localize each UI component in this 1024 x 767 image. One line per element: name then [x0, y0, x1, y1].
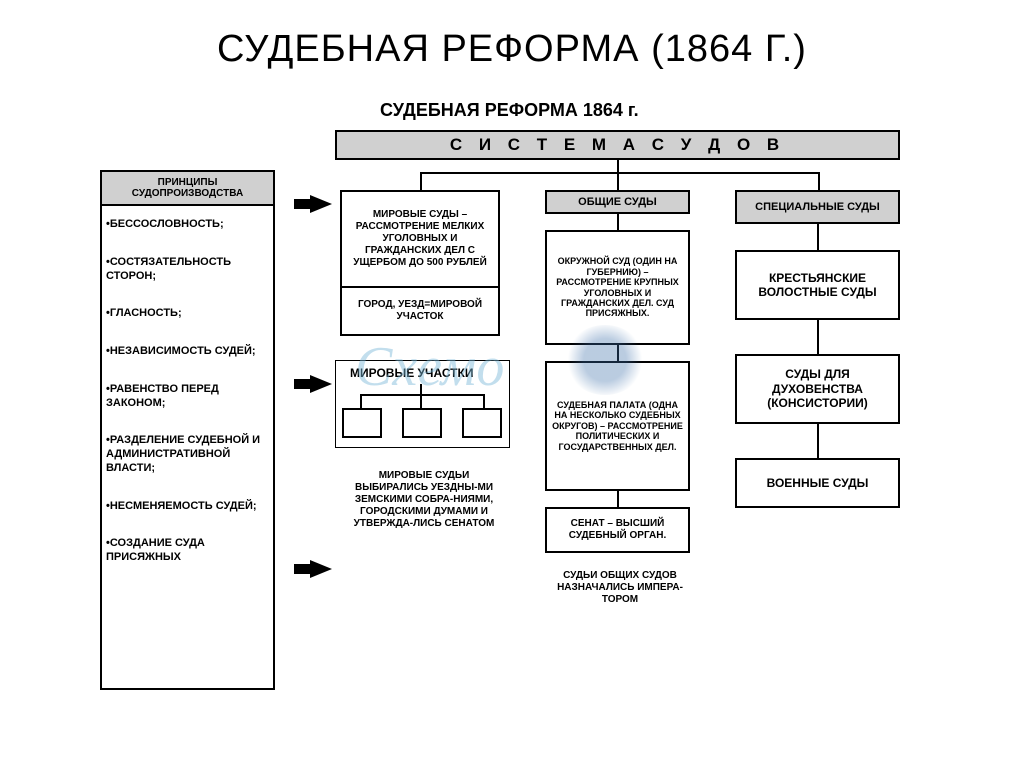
special-krest: КРЕСТЬЯНСКИЕ ВОЛОСТНЫЕ СУДЫ — [735, 250, 900, 320]
obshie-senat: СЕНАТ – ВЫСШИЙ СУДЕБНЫЙ ОРГАН. — [545, 507, 690, 553]
obshie-header: ОБЩИЕ СУДЫ — [545, 190, 690, 214]
mirovye-box-main: МИРОВЫЕ СУДЫ – РАССМОТРЕНИЕ МЕЛКИХ УГОЛО… — [340, 190, 500, 288]
principle-item: НЕЗАВИСИМОСТЬ СУДЕЙ; — [106, 339, 269, 377]
diagram: СУДЕБНАЯ РЕФОРМА 1864 г. С И С Т Е М А С… — [100, 100, 920, 730]
special-duh: СУДЫ ДЛЯ ДУХОВЕНСТВА (КОНСИСТОРИИ) — [735, 354, 900, 424]
principle-item: СОЗДАНИЕ СУДА ПРИСЯЖНЫХ — [106, 531, 269, 583]
participok-box — [462, 408, 502, 438]
obshie-footnote: СУДЬИ ОБЩИХ СУДОВ НАЗНАЧАЛИСЬ ИМПЕРА-ТОР… — [550, 570, 690, 606]
principle-item: ГЛАСНОСТЬ; — [106, 301, 269, 339]
diagram-subtitle: СУДЕБНАЯ РЕФОРМА 1864 г. — [380, 100, 639, 121]
mirovye-box-city: ГОРОД, УЕЗД=МИРОВОЙ УЧАСТОК — [340, 286, 500, 336]
special-header: СПЕЦИАЛЬНЫЕ СУДЫ — [735, 190, 900, 224]
participki-label: МИРОВЫЕ УЧАСТКИ — [350, 366, 473, 380]
watermark-splat — [565, 325, 645, 395]
arrow-icon — [310, 560, 332, 578]
page-title: СУДЕБНАЯ РЕФОРМА (1864 Г.) — [0, 0, 1024, 71]
principles-items: БЕССОСЛОВНОСТЬ; СОСТЯЗАТЕЛЬНОСТЬ СТОРОН;… — [102, 206, 273, 591]
principle-item: НЕСМЕНЯЕМОСТЬ СУДЕЙ; — [106, 494, 269, 532]
participok-box — [342, 408, 382, 438]
principle-item: РАВЕНСТВО ПЕРЕД ЗАКОНОМ; — [106, 377, 269, 429]
special-voen: ВОЕННЫЕ СУДЫ — [735, 458, 900, 508]
principle-item: РАЗДЕЛЕНИЕ СУДЕБНОЙ И АДМИНИСТРАТИВНОЙ В… — [106, 428, 269, 493]
participok-box — [402, 408, 442, 438]
mirovye-footnote: МИРОВЫЕ СУДЬИ ВЫБИРАЛИСЬ УЕЗДНЫ-МИ ЗЕМСК… — [344, 470, 504, 530]
principle-item: СОСТЯЗАТЕЛЬНОСТЬ СТОРОН; — [106, 250, 269, 302]
principles-header: ПРИНЦИПЫ СУДОПРОИЗВОДСТВА — [102, 172, 273, 206]
arrow-icon — [310, 195, 332, 213]
principle-item: БЕССОСЛОВНОСТЬ; — [106, 212, 269, 250]
system-header: С И С Т Е М А С У Д О В — [335, 130, 900, 160]
arrow-icon — [310, 375, 332, 393]
principles-box: ПРИНЦИПЫ СУДОПРОИЗВОДСТВА БЕССОСЛОВНОСТЬ… — [100, 170, 275, 690]
